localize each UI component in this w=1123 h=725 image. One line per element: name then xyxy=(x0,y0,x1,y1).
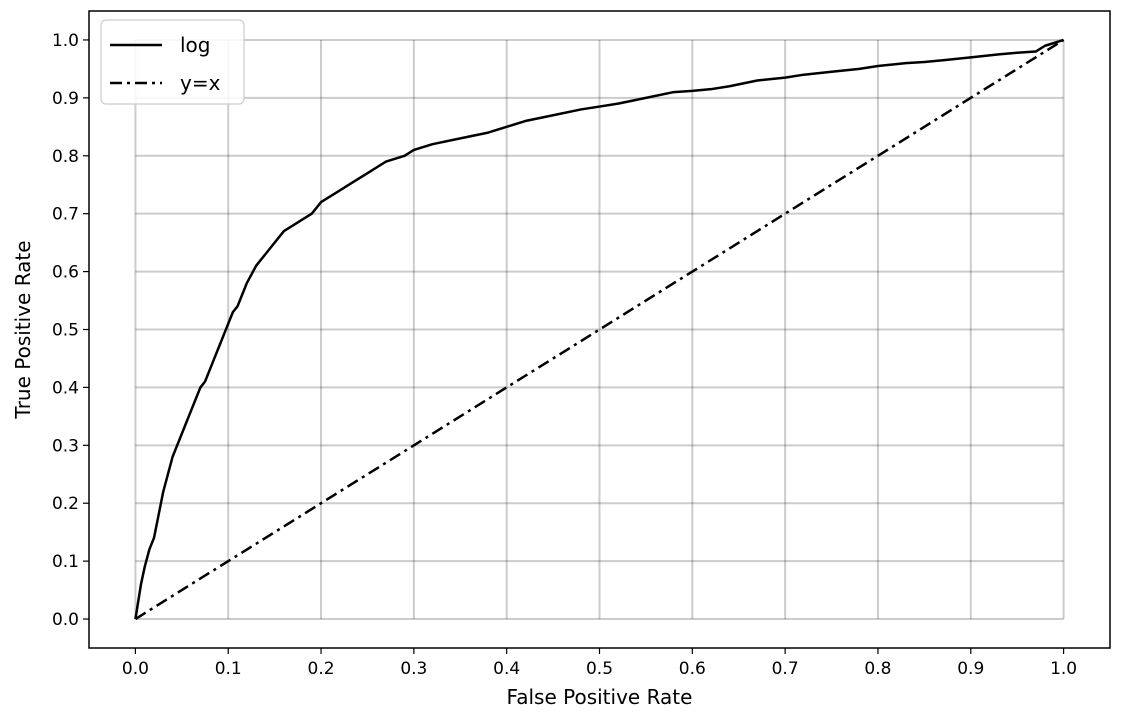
y-axis-ticks: 0.0 0.1 0.2 0.3 0.4 0.5 0.6 0.7 0.8 0.9 1.0 xyxy=(52,31,89,630)
y-tick-label: 0.4 xyxy=(52,378,79,398)
x-tick-label: 0.8 xyxy=(864,659,891,679)
x-tick-label: 0.3 xyxy=(400,659,427,679)
series-line-y-equals-x xyxy=(134,38,1065,621)
series-line-log xyxy=(134,38,1064,620)
y-tick-label: 0.0 xyxy=(52,610,79,630)
x-tick-label: 0.7 xyxy=(772,659,799,679)
y-tick-label: 1.0 xyxy=(52,31,79,51)
y-tick-label: 0.2 xyxy=(52,494,79,514)
x-tick-label: 0.2 xyxy=(308,659,335,679)
x-axis-ticks: 0.0 0.1 0.2 0.3 0.4 0.5 0.6 0.7 0.8 0.9 1.0 xyxy=(122,648,1077,679)
series-layer xyxy=(134,38,1065,621)
x-axis-label: False Positive Rate xyxy=(507,685,693,709)
y-tick-label: 0.3 xyxy=(52,436,79,456)
x-tick-label: 0.5 xyxy=(586,659,613,679)
legend-label: y=x xyxy=(180,71,221,95)
y-tick-label: 0.1 xyxy=(52,552,79,572)
legend-box xyxy=(100,19,245,105)
x-tick-label: 0.6 xyxy=(679,659,706,679)
x-tick-label: 0.9 xyxy=(957,659,984,679)
y-tick-label: 0.7 xyxy=(52,205,79,225)
y-axis-label: True Positive Rate xyxy=(11,240,35,419)
y-tick-label: 0.5 xyxy=(52,321,79,341)
x-tick-label: 0.4 xyxy=(493,659,520,679)
y-tick-label: 0.6 xyxy=(52,263,79,283)
x-tick-label: 0.0 xyxy=(122,659,149,679)
y-tick-label: 0.9 xyxy=(52,89,79,109)
grid-layer xyxy=(134,38,1065,621)
y-tick-label: 0.8 xyxy=(52,147,79,167)
legend: log y=x xyxy=(100,19,245,105)
x-tick-label: 0.1 xyxy=(215,659,242,679)
x-tick-label: 1.0 xyxy=(1050,659,1077,679)
legend-label: log xyxy=(180,33,211,57)
